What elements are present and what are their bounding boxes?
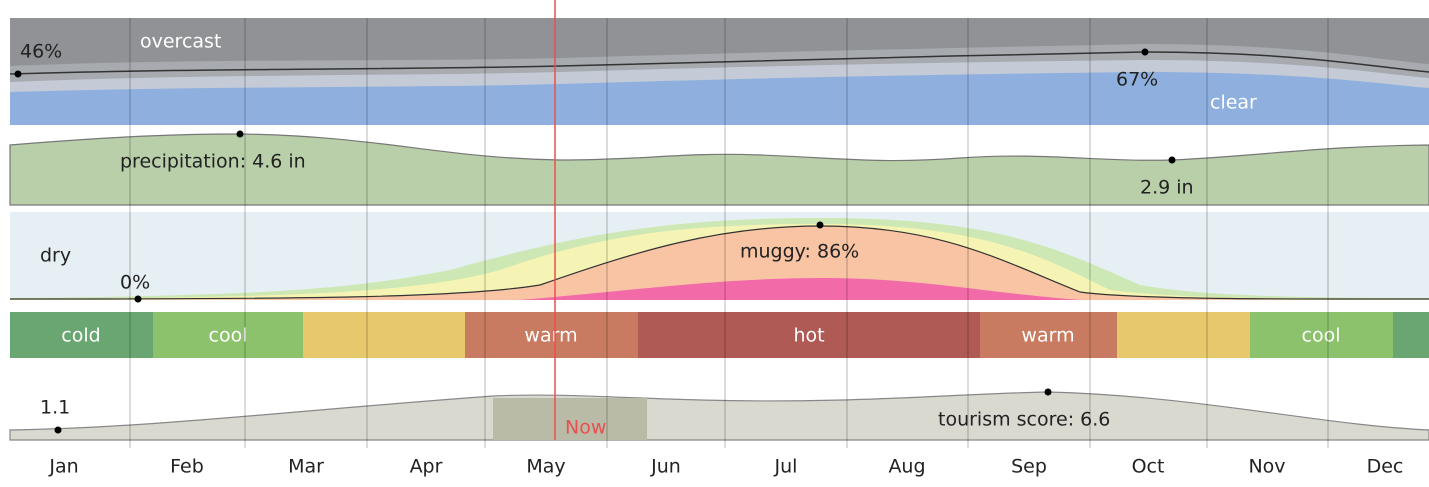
humidity-min-label: 0% xyxy=(120,272,150,294)
month-label: Jan xyxy=(48,456,78,478)
temp-label: warm xyxy=(1021,325,1074,347)
temp-label: hot xyxy=(793,325,824,347)
month-label: Dec xyxy=(1367,456,1404,478)
month-label: Mar xyxy=(288,456,324,478)
temperature-band: cold cool warm hot warm cool xyxy=(10,312,1429,358)
month-label: Jun xyxy=(650,456,681,478)
clear-label: clear xyxy=(1210,92,1257,114)
temp-label: warm xyxy=(524,325,577,347)
cloud-band: overcast clear 46% 67% xyxy=(9,18,1429,125)
now-label: Now xyxy=(565,417,606,439)
month-label: May xyxy=(526,456,565,478)
humidity-band: dry 0% muggy: 86% xyxy=(9,212,1429,303)
month-grid xyxy=(129,18,1329,448)
month-label: Apr xyxy=(410,456,443,478)
month-labels: Jan Feb Mar Apr May Jun Jul Aug Sep Oct … xyxy=(48,456,1403,478)
month-label: Sep xyxy=(1011,456,1047,478)
dry-label: dry xyxy=(40,245,71,267)
tourism-max-label: tourism score: 6.6 xyxy=(938,409,1110,431)
month-label: Nov xyxy=(1248,456,1285,478)
temp-label: cold xyxy=(61,325,100,347)
precip-max-label: precipitation: 4.6 in xyxy=(120,151,306,173)
precipitation-band: precipitation: 4.6 in 2.9 in xyxy=(9,130,1429,206)
month-label: Feb xyxy=(170,456,204,478)
temp-label: cool xyxy=(209,325,248,347)
precip-min-label: 2.9 in xyxy=(1140,177,1194,199)
temp-label: cool xyxy=(1302,325,1341,347)
month-label: Oct xyxy=(1132,456,1165,478)
month-label: Jul xyxy=(774,456,798,478)
tourism-band: 1.1 tourism score: 6.6 xyxy=(9,388,1429,441)
overcast-label: overcast xyxy=(140,31,221,53)
tourism-min-label: 1.1 xyxy=(40,397,70,419)
cloud-min-label: 46% xyxy=(20,41,62,63)
month-label: Aug xyxy=(888,456,925,478)
cloud-max-label: 67% xyxy=(1116,69,1158,91)
humidity-max-label: muggy: 86% xyxy=(740,241,859,263)
